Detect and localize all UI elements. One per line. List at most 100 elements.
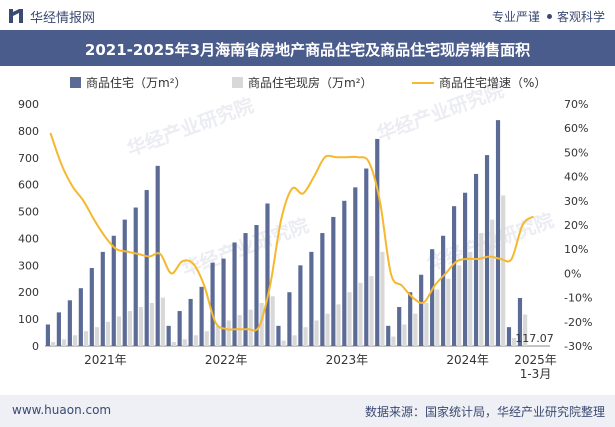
bar-existing-housing — [457, 265, 462, 346]
bar-housing — [364, 168, 369, 346]
bar-housing — [100, 251, 105, 346]
y-left-tick-label: 100 — [18, 313, 39, 326]
legend-label: 商品住宅现房（万m²） — [248, 75, 373, 90]
bar-housing — [199, 286, 204, 346]
bar-housing — [342, 200, 347, 346]
bar-existing-housing — [292, 335, 297, 346]
legend-label: 商品住宅增速（%） — [439, 75, 546, 90]
y-right-tick-label: 70% — [564, 98, 588, 111]
bar-existing-housing — [237, 315, 242, 346]
bar-housing — [517, 297, 523, 346]
bar-existing-housing — [424, 302, 429, 346]
y-left-tick-label: 800 — [18, 125, 39, 138]
bar-housing — [122, 219, 127, 346]
bar-existing-housing — [501, 195, 506, 346]
bar-housing — [441, 235, 446, 346]
footer: www.huaon.com 数据来源：国家统计局，华经产业研究院整理 — [0, 395, 615, 427]
bar-existing-housing — [61, 339, 67, 346]
bar-housing — [375, 138, 380, 346]
bar-existing-housing — [270, 296, 275, 346]
y-left-tick-label: 200 — [18, 286, 39, 299]
y-right-tick-label: 40% — [564, 171, 588, 184]
bar-existing-housing — [325, 313, 330, 346]
bar-housing — [462, 192, 468, 346]
bar-existing-housing — [413, 313, 418, 346]
bar-existing-housing — [446, 278, 451, 346]
bar-existing-housing — [226, 320, 231, 346]
bar-existing-housing — [182, 339, 187, 346]
bar-housing — [89, 268, 94, 346]
bar-housing — [309, 251, 314, 346]
top-bar: 华经情报网 专业严谨 客观科学 — [0, 0, 615, 30]
bar-existing-housing — [149, 302, 154, 346]
bar-existing-housing — [490, 219, 495, 346]
bar-housing — [265, 203, 270, 346]
bar-existing-housing — [512, 337, 517, 346]
tagline: 专业严谨 客观科学 — [492, 8, 605, 25]
bar-housing — [177, 311, 182, 346]
bar-housing — [397, 307, 402, 346]
data-label-growth: 23.50% — [553, 66, 599, 69]
data-label-housing: 178.61 — [505, 66, 544, 69]
site-url: www.huaon.com — [12, 403, 112, 417]
bar-existing-housing — [105, 321, 111, 346]
y-left-tick-label: 0 — [32, 340, 39, 353]
chart-title: 2021-2025年3月海南省房地产商品住宅及商品住宅现房销售面积 — [84, 41, 531, 59]
y-right-tick-label: 60% — [564, 122, 588, 135]
legend-label: 商品住宅（万m²） — [86, 75, 187, 90]
bar-housing — [210, 262, 215, 346]
bar-housing — [155, 165, 160, 346]
bar-housing — [166, 325, 171, 346]
bar-housing — [254, 225, 259, 346]
legend-swatch — [70, 77, 81, 88]
bar-housing — [506, 327, 512, 346]
bar-existing-housing — [281, 340, 286, 346]
bar-housing — [298, 265, 303, 346]
bar-existing-housing — [160, 297, 165, 346]
bar-housing — [45, 324, 50, 346]
bar-existing-housing — [303, 327, 308, 346]
data-label-existing-housing: 117.07 — [515, 332, 554, 345]
bar-existing-housing — [347, 292, 352, 346]
x-tick-label: 2023年 — [326, 353, 369, 367]
bar-existing-housing — [50, 341, 56, 346]
bar-existing-housing — [259, 302, 264, 346]
bar-existing-housing — [248, 309, 253, 346]
y-right-tick-label: 10% — [564, 243, 588, 256]
y-left-tick-label: 300 — [18, 259, 39, 272]
bar-housing — [331, 216, 336, 346]
y-right-tick-label: -10% — [564, 292, 592, 305]
y-right-tick-label: 0% — [564, 267, 581, 280]
bar-existing-housing — [402, 324, 407, 346]
bar-housing — [243, 233, 248, 346]
bar-housing — [133, 207, 138, 346]
bar-existing-housing — [138, 307, 143, 346]
y-left-tick-label: 600 — [18, 179, 39, 192]
bar-housing — [78, 288, 83, 346]
bar-housing — [419, 274, 424, 346]
x-tick-label: 2022年 — [205, 353, 248, 367]
bar-existing-housing — [116, 316, 122, 346]
y-left-tick-label: 400 — [18, 232, 39, 245]
bar-housing — [484, 155, 490, 346]
bar-existing-housing — [72, 335, 78, 346]
bar-existing-housing — [391, 336, 396, 346]
bar-housing — [430, 249, 435, 346]
watermark-text: 华经产业研究院 — [124, 94, 257, 161]
bar-housing — [221, 258, 226, 346]
bar-housing — [452, 206, 457, 346]
bar-housing — [495, 120, 501, 346]
y-right-tick-label: 20% — [564, 219, 588, 232]
bar-housing — [67, 300, 72, 346]
bar-existing-housing — [127, 311, 133, 346]
legend-swatch — [232, 77, 243, 88]
bar-existing-housing — [435, 289, 440, 346]
y-right-tick-label: 50% — [564, 146, 588, 159]
growth-rate-line — [49, 132, 535, 332]
bar-existing-housing — [204, 331, 209, 346]
bar-existing-housing — [314, 320, 319, 346]
title-bar: 2021-2025年3月海南省房地产商品住宅及商品住宅现房销售面积 — [0, 30, 615, 66]
x-tick-label: 1-3月 — [520, 367, 552, 381]
bar-housing — [408, 292, 413, 346]
